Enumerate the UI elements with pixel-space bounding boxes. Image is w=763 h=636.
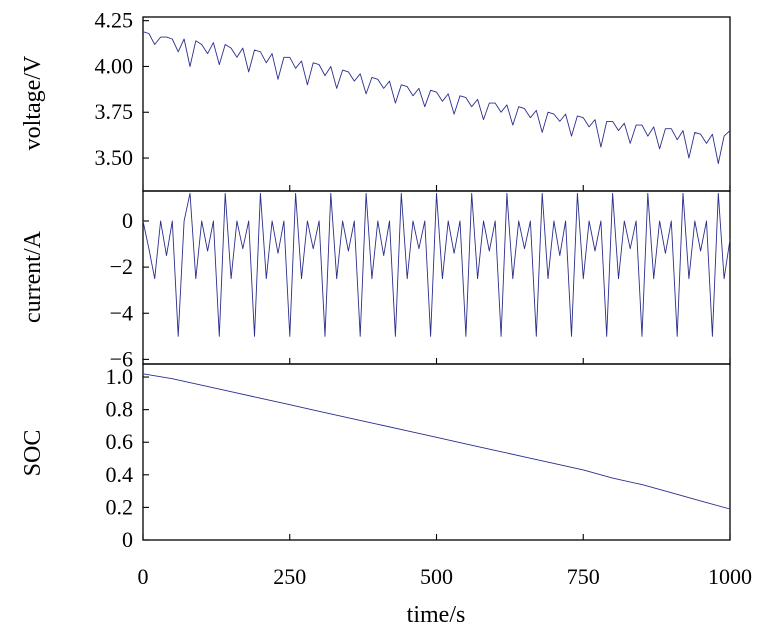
soc-ytick-label: 1.0 bbox=[106, 364, 134, 389]
soc-xtick-label: 0 bbox=[138, 564, 149, 589]
soc-xtick-label: 500 bbox=[420, 564, 453, 589]
soc-xtick-label: 750 bbox=[567, 564, 600, 589]
soc-series-line bbox=[142, 373, 731, 510]
current-ytick-label: 0 bbox=[122, 208, 133, 233]
soc-xtick-label: 1000 bbox=[708, 564, 752, 589]
current-ytick-label: −2 bbox=[110, 254, 133, 279]
time-xlabel: time/s bbox=[407, 602, 466, 628]
voltage-ytick-label: 3.50 bbox=[95, 145, 134, 170]
voltage-ylabel: voltage/V bbox=[20, 55, 46, 150]
soc-ytick-label: 0.6 bbox=[106, 429, 134, 454]
soc-ylabel: SOC bbox=[20, 430, 46, 477]
soc-ytick-label: 0 bbox=[122, 527, 133, 552]
voltage-ytick-label: 4.00 bbox=[95, 53, 134, 78]
current-panel: current/A −6 −4 −2 0 bbox=[20, 190, 731, 371]
soc-xtick-label: 250 bbox=[273, 564, 306, 589]
current-series-line bbox=[142, 192, 731, 337]
voltage-plot-frame bbox=[142, 16, 731, 192]
current-ytick-label: −4 bbox=[110, 300, 133, 325]
soc-panel: SOC time/s 0 0.2 0.4 0.6 0.8 1.0 0 250 500 750 100… bbox=[20, 363, 752, 628]
current-ylabel: current/A bbox=[20, 230, 46, 323]
voltage-ytick-label: 3.75 bbox=[95, 99, 134, 124]
voltage-series-line bbox=[142, 31, 731, 164]
soc-ytick-label: 0.8 bbox=[106, 397, 134, 422]
soc-ytick-label: 0.4 bbox=[106, 462, 134, 487]
soc-plot-frame bbox=[142, 363, 731, 541]
voltage-ytick-label: 4.25 bbox=[95, 8, 134, 33]
current-ytick-label: −6 bbox=[110, 346, 133, 371]
voltage-panel: voltage/V 3.50 3.75 4.00 4.25 bbox=[20, 8, 731, 192]
soc-ytick-label: 0.2 bbox=[106, 494, 134, 519]
